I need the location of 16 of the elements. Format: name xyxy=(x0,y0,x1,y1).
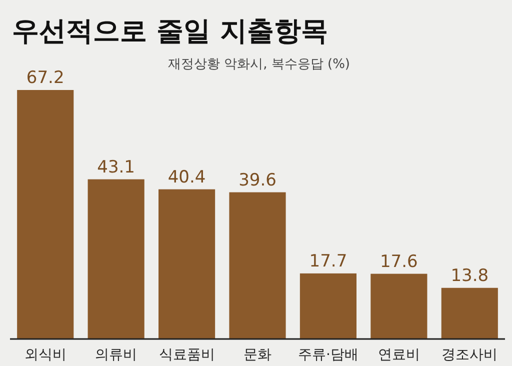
data-label: 39.6 xyxy=(238,170,276,190)
x-tick-label: 경조사비 xyxy=(442,347,498,363)
chart-subtitle: 재정상황 악화시, 복수응답 (%) xyxy=(168,57,350,72)
x-tick-label: 식료품비 xyxy=(158,347,215,363)
x-tick-label: 외식비 xyxy=(24,347,66,363)
x-tick-label: 연료비 xyxy=(378,347,420,363)
data-label: 40.4 xyxy=(168,167,206,188)
x-tick-label: 문화 xyxy=(244,347,272,363)
data-label: 13.8 xyxy=(450,266,489,286)
x-tick-label: 의류비 xyxy=(95,347,138,363)
data-label: 43.1 xyxy=(97,157,135,178)
data-label: 67.2 xyxy=(26,68,64,88)
data-label: 17.6 xyxy=(380,252,418,272)
x-tick-label: 주류·담배 xyxy=(298,347,358,363)
title: 우선적으로 줄일 지출항목 xyxy=(12,16,328,47)
data-label: 17.7 xyxy=(309,251,348,272)
